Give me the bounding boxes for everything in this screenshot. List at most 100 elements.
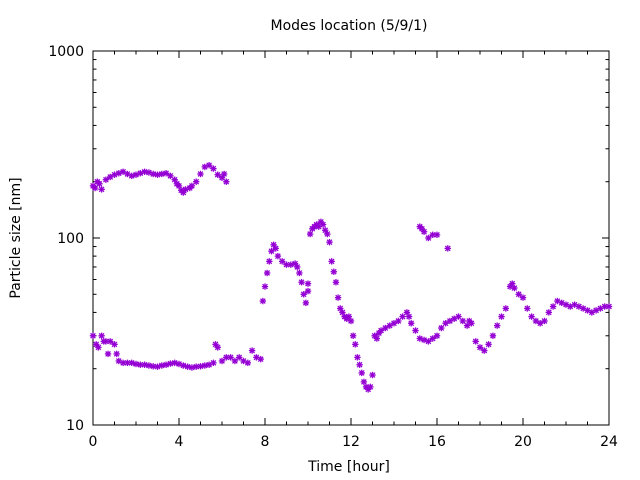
data-point bbox=[319, 221, 327, 228]
data-point bbox=[420, 228, 428, 235]
y-tick-label: 10 bbox=[66, 418, 84, 434]
data-point bbox=[98, 332, 105, 339]
data-point bbox=[433, 332, 441, 339]
data-point bbox=[268, 247, 275, 255]
x-tick-label: 20 bbox=[514, 434, 532, 450]
x-tick-label: 12 bbox=[342, 434, 360, 450]
data-point bbox=[102, 176, 110, 183]
data-point bbox=[154, 171, 161, 178]
data-point bbox=[408, 320, 415, 327]
y-tick-label: 1000 bbox=[48, 44, 84, 60]
data-point bbox=[141, 361, 148, 368]
data-point bbox=[162, 170, 170, 177]
data-point bbox=[171, 359, 178, 367]
data-point bbox=[405, 313, 413, 320]
y-axis: 10 100 1000 bbox=[48, 44, 609, 434]
data-point bbox=[95, 344, 102, 351]
data-point bbox=[304, 287, 312, 295]
data-point bbox=[399, 313, 406, 320]
data-point bbox=[386, 322, 393, 329]
data-point bbox=[390, 320, 398, 327]
data-point bbox=[575, 303, 583, 310]
data-point bbox=[197, 170, 204, 178]
data-point bbox=[330, 268, 337, 275]
data-point bbox=[141, 168, 148, 175]
data-point bbox=[214, 344, 221, 351]
data-point bbox=[328, 258, 335, 265]
data-point bbox=[244, 359, 251, 367]
data-point bbox=[272, 245, 279, 252]
x-tick-label: 4 bbox=[175, 434, 184, 450]
data-point bbox=[210, 165, 217, 172]
data-point bbox=[472, 338, 479, 345]
data-point bbox=[468, 320, 475, 327]
x-tick-label: 0 bbox=[89, 434, 98, 450]
x-tick-label: 24 bbox=[600, 434, 618, 450]
data-point bbox=[332, 279, 340, 286]
data-point bbox=[549, 303, 557, 310]
data-point bbox=[425, 234, 432, 242]
data-point bbox=[494, 322, 501, 329]
data-point bbox=[193, 178, 200, 185]
data-point bbox=[373, 335, 380, 342]
data-point bbox=[111, 341, 118, 348]
data-point bbox=[302, 299, 310, 307]
x-tick-label: 8 bbox=[261, 434, 270, 450]
data-point bbox=[113, 350, 120, 358]
y-axis-label: Particle size [nm] bbox=[8, 177, 24, 298]
data-point bbox=[395, 317, 402, 325]
data-point bbox=[554, 297, 561, 305]
data-point bbox=[96, 180, 103, 187]
data-point bbox=[89, 332, 97, 339]
data-point bbox=[481, 347, 488, 354]
data-point bbox=[502, 305, 509, 312]
data-point bbox=[294, 263, 301, 271]
data-point bbox=[524, 305, 531, 312]
data-point bbox=[347, 317, 355, 325]
data-point bbox=[433, 231, 441, 239]
data-point bbox=[429, 231, 436, 239]
data-point bbox=[358, 369, 365, 377]
data-point bbox=[511, 284, 518, 292]
data-point bbox=[266, 258, 273, 265]
data-points bbox=[89, 162, 613, 393]
data-point bbox=[154, 363, 161, 370]
data-point bbox=[287, 261, 294, 268]
data-point bbox=[532, 317, 540, 325]
chart-title: Modes location (5/9/1) bbox=[271, 18, 428, 34]
data-point bbox=[257, 355, 264, 363]
data-point bbox=[167, 360, 174, 367]
data-point bbox=[489, 332, 497, 339]
data-point bbox=[158, 362, 165, 369]
data-point bbox=[98, 186, 105, 193]
data-point bbox=[377, 327, 385, 334]
data-point bbox=[201, 362, 208, 369]
data-point bbox=[158, 170, 165, 178]
data-point bbox=[167, 172, 174, 180]
data-point bbox=[223, 178, 230, 185]
data-point bbox=[354, 354, 361, 361]
data-point bbox=[438, 324, 445, 332]
data-point bbox=[334, 294, 342, 301]
data-point bbox=[476, 344, 484, 351]
data-point bbox=[188, 182, 196, 190]
data-point bbox=[261, 283, 269, 290]
data-point bbox=[455, 313, 462, 320]
x-tick-label: 16 bbox=[428, 434, 446, 450]
data-point bbox=[128, 172, 135, 180]
y-tick-label: 100 bbox=[57, 231, 84, 247]
data-point bbox=[324, 230, 331, 238]
data-point bbox=[367, 383, 374, 391]
plot-frame bbox=[92, 50, 610, 426]
data-point bbox=[360, 378, 368, 386]
data-point bbox=[220, 170, 228, 178]
data-point bbox=[132, 360, 140, 368]
data-point bbox=[259, 297, 267, 305]
data-point bbox=[545, 309, 552, 316]
data-point bbox=[248, 347, 256, 354]
data-point bbox=[412, 327, 419, 334]
data-point bbox=[597, 305, 604, 312]
data-point bbox=[349, 332, 357, 339]
data-point bbox=[184, 363, 191, 370]
